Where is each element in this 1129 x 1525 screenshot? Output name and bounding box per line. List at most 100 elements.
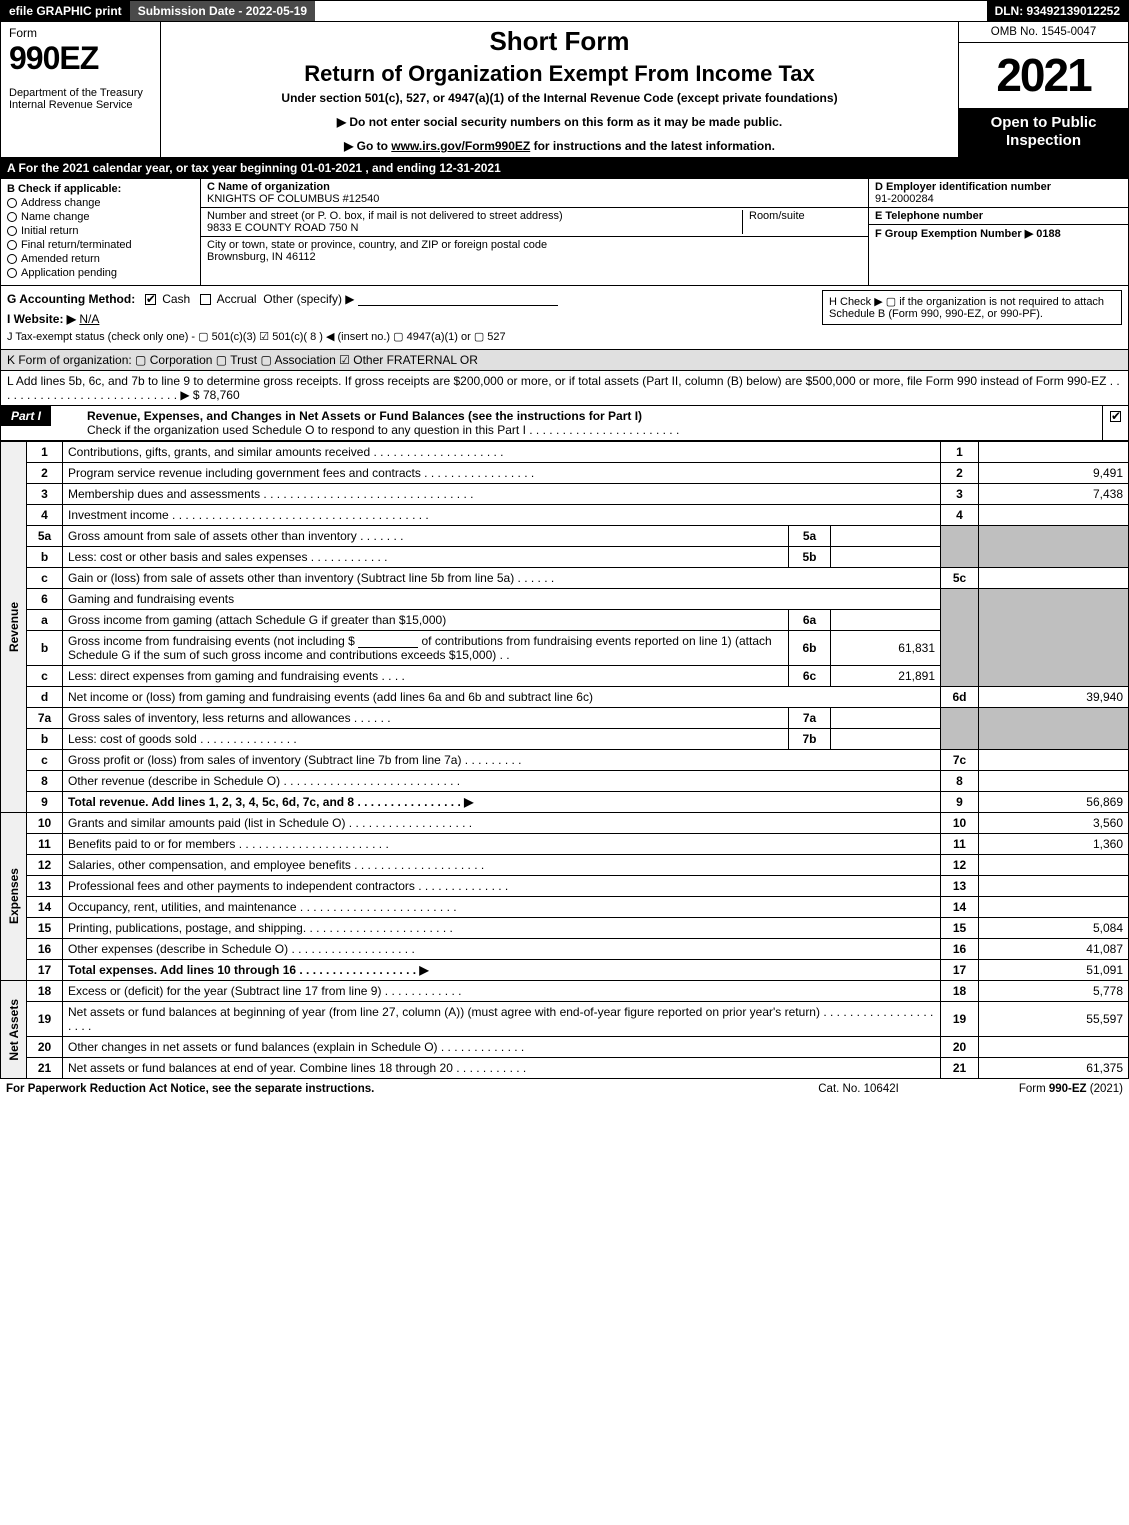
line-j: J Tax-exempt status (check only one) - ▢… <box>7 330 1122 343</box>
chk-initial-return[interactable]: Initial return <box>7 225 194 237</box>
amt-20 <box>979 1037 1129 1058</box>
chk-label: Name change <box>21 211 90 223</box>
netassets-vlabel: Net Assets <box>1 981 27 1079</box>
chk-amended-return[interactable]: Amended return <box>7 253 194 265</box>
num-10: 10 <box>941 813 979 834</box>
footer-right-pre: Form <box>1019 1083 1049 1095</box>
part1-title-text: Revenue, Expenses, and Changes in Net As… <box>87 409 642 423</box>
footer-center: Cat. No. 10642I <box>818 1083 899 1095</box>
desc-6: Gaming and fundraising events <box>63 589 941 610</box>
sub-6a: 6a <box>789 610 831 631</box>
amt-2: 9,491 <box>979 463 1129 484</box>
ln-15: 15 <box>27 918 63 939</box>
sub-6c: 6c <box>789 666 831 687</box>
amt-3: 7,438 <box>979 484 1129 505</box>
box-h: H Check ▶ ▢ if the organization is not r… <box>822 290 1122 325</box>
subval-7b <box>831 729 941 750</box>
tax-year: 2021 <box>959 43 1128 108</box>
num-6d: 6d <box>941 687 979 708</box>
chk-final-return[interactable]: Final return/terminated <box>7 239 194 251</box>
footer-right-bold: 990-EZ <box>1049 1083 1087 1095</box>
desc-12: Salaries, other compensation, and employ… <box>63 855 941 876</box>
no-ssn-notice: ▶ Do not enter social security numbers o… <box>169 115 950 129</box>
blank-6b[interactable] <box>358 634 418 648</box>
ln-6b: b <box>27 631 63 666</box>
chk-application-pending[interactable]: Application pending <box>7 267 194 279</box>
amt-1 <box>979 442 1129 463</box>
ln-9: 9 <box>27 792 63 813</box>
part1-header: Part I Revenue, Expenses, and Changes in… <box>0 406 1129 441</box>
ln-21: 21 <box>27 1058 63 1079</box>
ln-18: 18 <box>27 981 63 1002</box>
dept-text: Department of the Treasury <box>9 87 143 99</box>
num-8: 8 <box>941 771 979 792</box>
footer-right-post: (2021) <box>1087 1083 1123 1095</box>
i-label: I Website: ▶ <box>7 312 76 326</box>
chk-label: Initial return <box>21 225 78 237</box>
irs-link[interactable]: www.irs.gov/Form990EZ <box>391 139 530 153</box>
num-1: 1 <box>941 442 979 463</box>
ln-10: 10 <box>27 813 63 834</box>
desc-7b: Less: cost of goods sold . . . . . . . .… <box>63 729 789 750</box>
chk-cash[interactable] <box>145 294 156 305</box>
num-16: 16 <box>941 939 979 960</box>
desc-2: Program service revenue including govern… <box>63 463 941 484</box>
sub-5a: 5a <box>789 526 831 547</box>
desc-7a: Gross sales of inventory, less returns a… <box>63 708 789 729</box>
num-9: 9 <box>941 792 979 813</box>
c-label: C Name of organization <box>207 181 330 193</box>
part1-table: Revenue 1 Contributions, gifts, grants, … <box>0 441 1129 1079</box>
part1-title: Revenue, Expenses, and Changes in Net As… <box>81 406 1102 440</box>
desc-5c: Gain or (loss) from sale of assets other… <box>63 568 941 589</box>
chk-accrual[interactable] <box>200 294 211 305</box>
part1-check[interactable] <box>1102 406 1128 440</box>
ln-20: 20 <box>27 1037 63 1058</box>
desc-7c: Gross profit or (loss) from sales of inv… <box>63 750 941 771</box>
desc-9: Total revenue. Add lines 1, 2, 3, 4, 5c,… <box>63 792 941 813</box>
street-label: Number and street (or P. O. box, if mail… <box>207 210 563 222</box>
amt-19: 55,597 <box>979 1002 1129 1037</box>
top-bar: efile GRAPHIC print Submission Date - 20… <box>0 0 1129 22</box>
subval-7a <box>831 708 941 729</box>
chk-label: Application pending <box>21 267 117 279</box>
desc-3: Membership dues and assessments . . . . … <box>63 484 941 505</box>
ln-6c: c <box>27 666 63 687</box>
submission-date: Submission Date - 2022-05-19 <box>130 1 315 21</box>
desc-15: Printing, publications, postage, and shi… <box>63 918 941 939</box>
grey-6 <box>941 589 979 687</box>
chk-name-change[interactable]: Name change <box>7 211 194 223</box>
department: Department of the Treasury Internal Reve… <box>9 87 152 111</box>
num-13: 13 <box>941 876 979 897</box>
desc-5a: Gross amount from sale of assets other t… <box>63 526 789 547</box>
desc-4: Investment income . . . . . . . . . . . … <box>63 505 941 526</box>
ln-6d: d <box>27 687 63 708</box>
grey-amt-7ab <box>979 708 1129 750</box>
num-15: 15 <box>941 918 979 939</box>
expenses-vlabel: Expenses <box>1 813 27 981</box>
sub-7b: 7b <box>789 729 831 750</box>
amt-16: 41,087 <box>979 939 1129 960</box>
ln-3: 3 <box>27 484 63 505</box>
amt-10: 3,560 <box>979 813 1129 834</box>
ln-4: 4 <box>27 505 63 526</box>
num-18: 18 <box>941 981 979 1002</box>
part1-subtitle: Check if the organization used Schedule … <box>87 423 679 437</box>
num-11: 11 <box>941 834 979 855</box>
g-cash: Cash <box>162 292 190 306</box>
efile-label[interactable]: efile GRAPHIC print <box>1 1 130 21</box>
desc-20: Other changes in net assets or fund bala… <box>63 1037 941 1058</box>
footer-right: Form 990-EZ (2021) <box>1019 1083 1123 1095</box>
ln-1: 1 <box>27 442 63 463</box>
amt-21: 61,375 <box>979 1058 1129 1079</box>
amt-7c <box>979 750 1129 771</box>
other-blank[interactable] <box>358 292 558 306</box>
desc-14: Occupancy, rent, utilities, and maintena… <box>63 897 941 918</box>
form-header: Form 990EZ Department of the Treasury In… <box>0 22 1129 158</box>
chk-label: Final return/terminated <box>21 239 132 251</box>
chk-address-change[interactable]: Address change <box>7 197 194 209</box>
amt-15: 5,084 <box>979 918 1129 939</box>
subval-5a <box>831 526 941 547</box>
grey-7ab <box>941 708 979 750</box>
b-title: B Check if applicable: <box>7 183 121 195</box>
num-21: 21 <box>941 1058 979 1079</box>
